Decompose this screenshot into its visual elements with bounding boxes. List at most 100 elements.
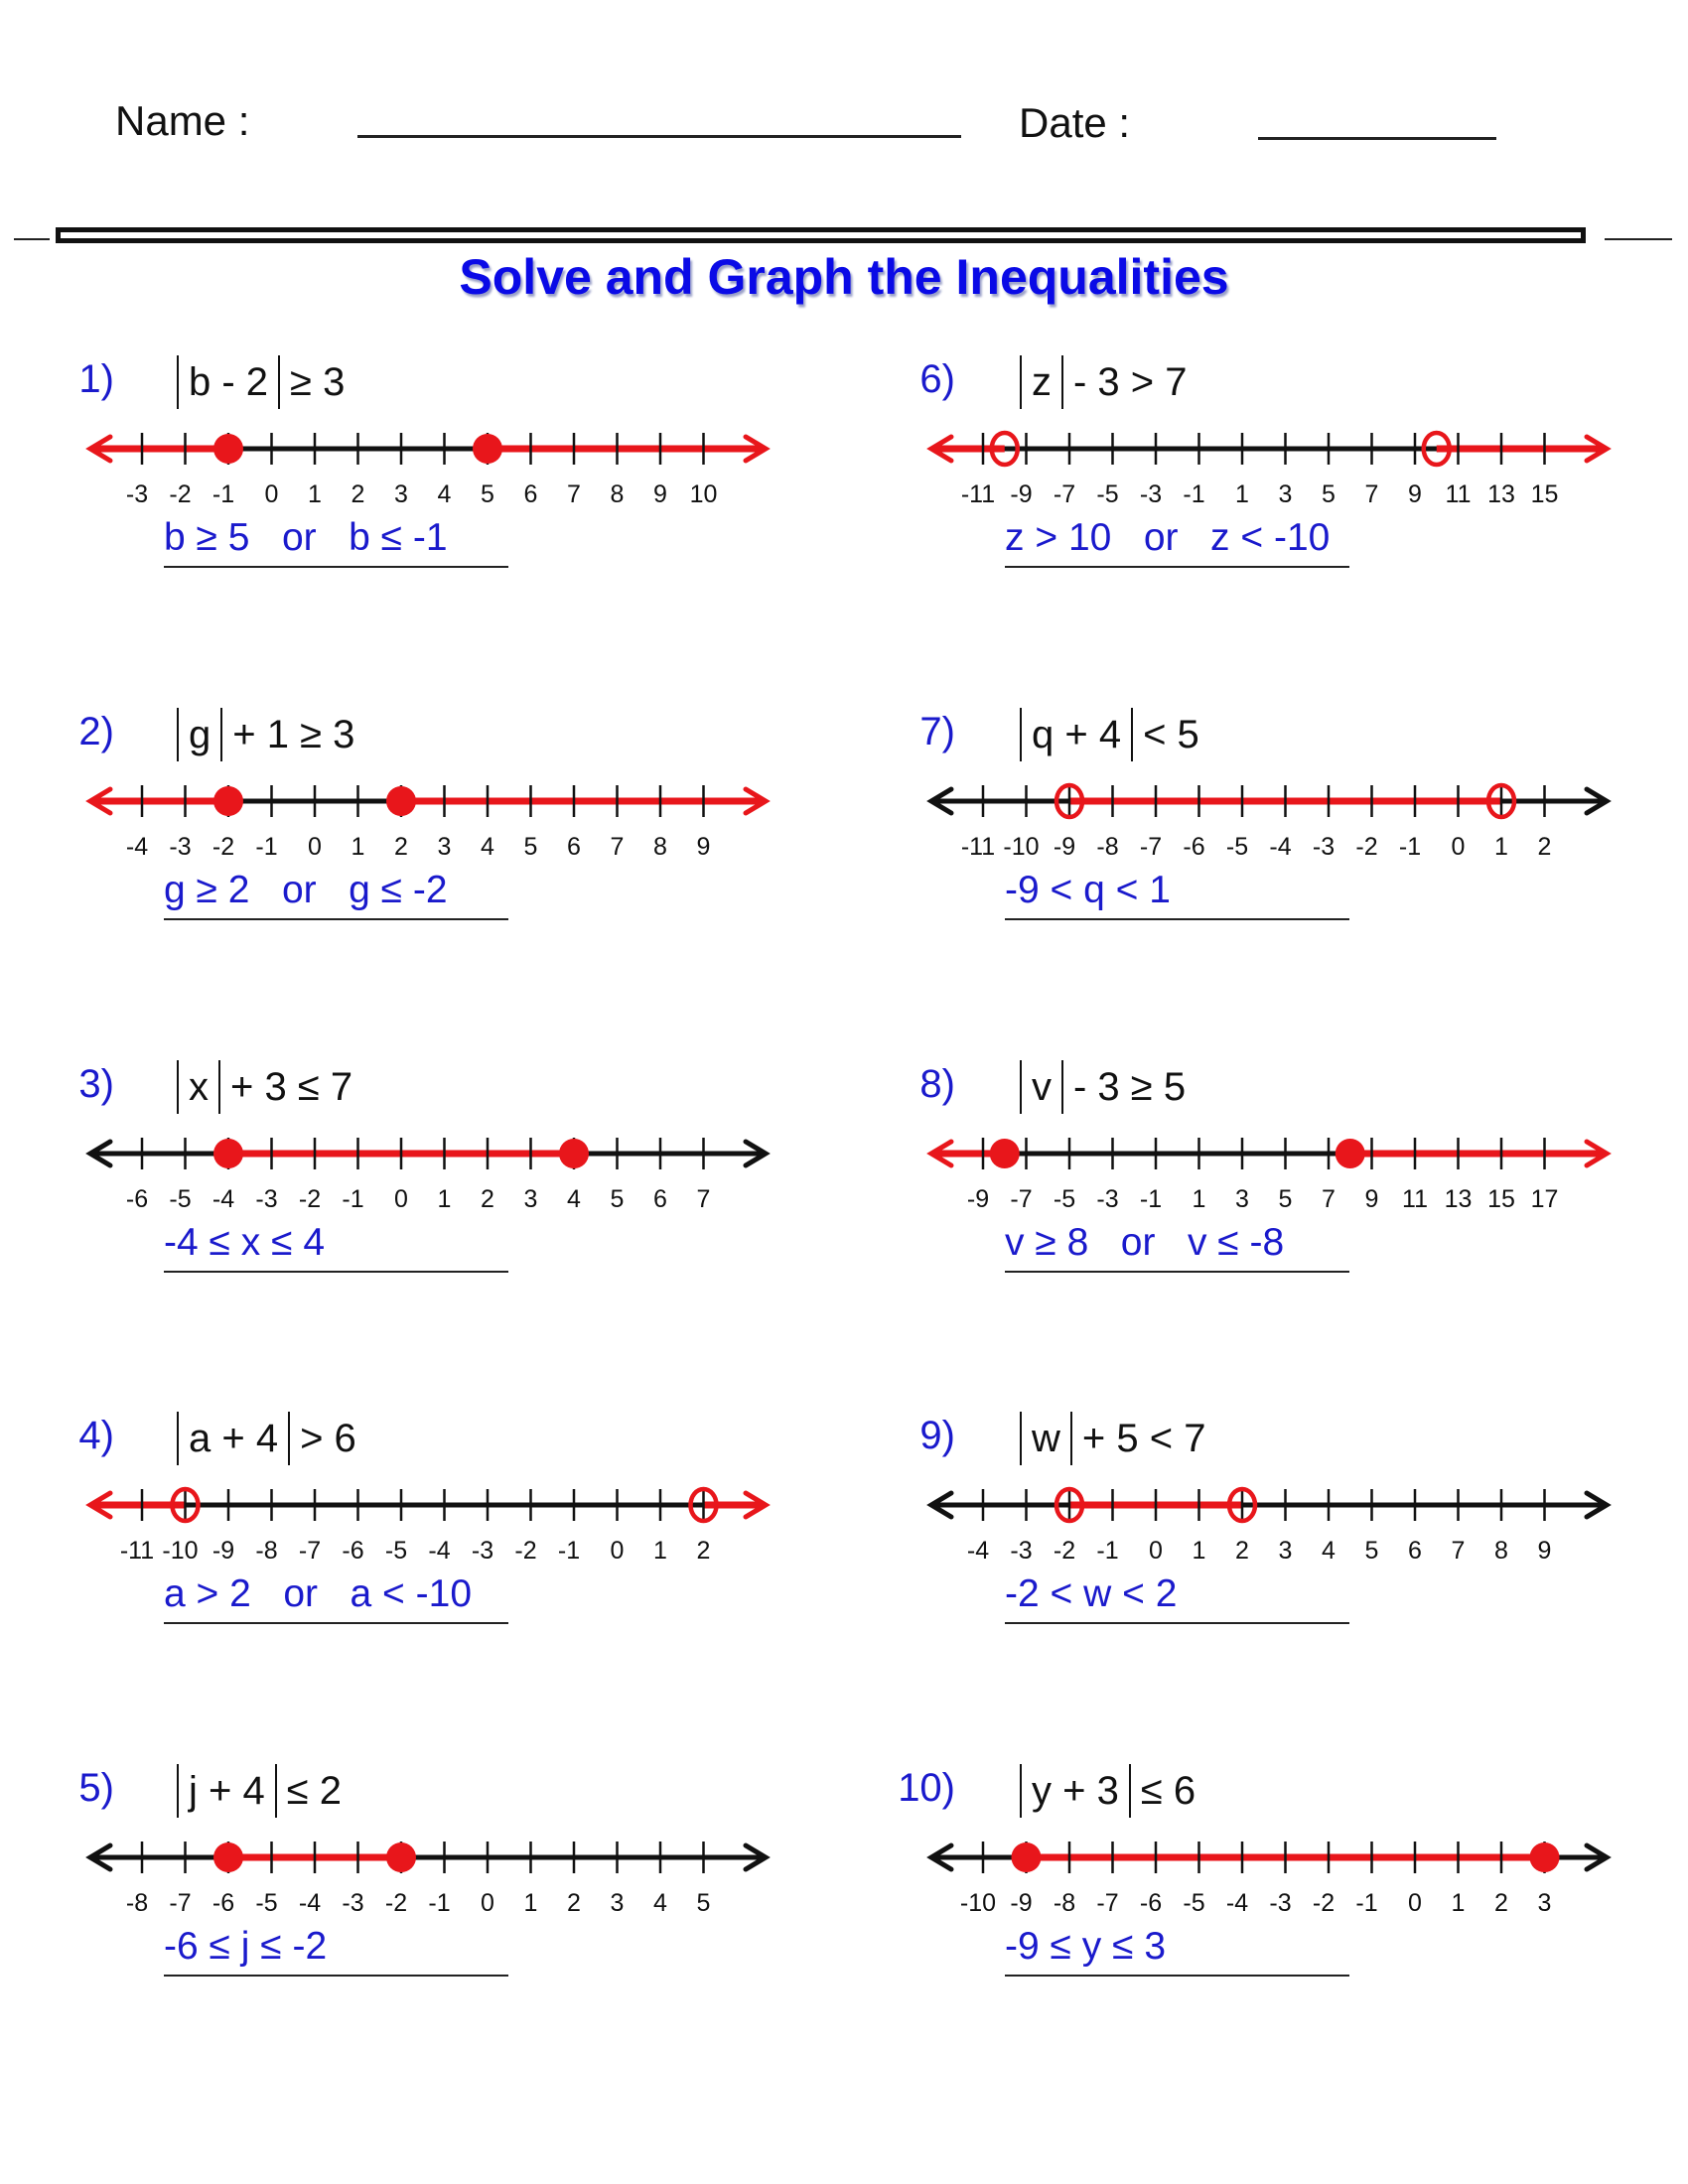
tick-label: 1 bbox=[1235, 480, 1249, 508]
answer-line[interactable] bbox=[164, 566, 508, 568]
tick-label: -8 bbox=[1054, 1889, 1075, 1917]
arrow-left-icon bbox=[85, 1490, 113, 1520]
problem-equation: j + 4 ≤ 2 bbox=[167, 1764, 342, 1818]
tick-label: -5 bbox=[1096, 480, 1118, 508]
closed-point bbox=[213, 434, 243, 464]
tick-label: -3 bbox=[1010, 1537, 1032, 1565]
answer-line[interactable] bbox=[1005, 566, 1349, 568]
abs-inside: w bbox=[1032, 1416, 1060, 1460]
tick-label: 17 bbox=[1531, 1185, 1559, 1213]
tick-label: -1 bbox=[1183, 480, 1204, 508]
tick-label: 5 bbox=[1322, 480, 1336, 508]
answer-line[interactable] bbox=[164, 1271, 508, 1273]
arrow-right-icon bbox=[1584, 434, 1612, 464]
tick-label: 9 bbox=[653, 480, 667, 508]
answer-line[interactable] bbox=[164, 918, 508, 920]
tick-label: -9 bbox=[1054, 833, 1075, 861]
abs-inside: j + 4 bbox=[189, 1768, 265, 1813]
abs-inside: y + 3 bbox=[1032, 1768, 1119, 1813]
eq-rest: + 5 < 7 bbox=[1081, 1416, 1206, 1460]
problem-equation: v - 3 ≥ 5 bbox=[1010, 1060, 1186, 1114]
tick-label: 5 bbox=[611, 1185, 625, 1213]
problem-number: 5) bbox=[78, 1766, 114, 1810]
problem-6: 6) z - 3 > 7 -11 -9 -7 -5 -3 -1 1 3 5 7 9 11 13 15 z > 10… bbox=[919, 355, 1680, 685]
tick-label: -3 bbox=[126, 480, 148, 508]
eq-rest: - 3 > 7 bbox=[1073, 359, 1188, 404]
name-field-line[interactable] bbox=[357, 135, 961, 138]
tick-label: 0 bbox=[1408, 1889, 1422, 1917]
answer-line[interactable] bbox=[164, 1975, 508, 1977]
problem-number: 9) bbox=[919, 1414, 955, 1457]
tick-label: 1 bbox=[352, 833, 365, 861]
divider-left-stub bbox=[14, 238, 50, 240]
problem-number: 2) bbox=[78, 710, 114, 753]
tick-label: 4 bbox=[438, 480, 452, 508]
tick-label: 3 bbox=[438, 833, 452, 861]
tick-label: -7 bbox=[169, 1889, 191, 1917]
arrow-right-icon bbox=[743, 1139, 771, 1168]
tick-label: 1 bbox=[524, 1889, 538, 1917]
tick-label: 5 bbox=[697, 1889, 711, 1917]
number-line: -9 -7 -5 -3 -1 1 3 5 7 9 11 13 15 17 bbox=[926, 1138, 1612, 1213]
answer-line[interactable] bbox=[164, 1622, 508, 1624]
problem-8: 8) v - 3 ≥ 5 -9 -7 -5 -3 -1 1 3 5 7 9 11 13 15 17 v ≥ 8 o… bbox=[919, 1060, 1680, 1390]
abs-bar-left bbox=[177, 1764, 179, 1818]
tick-label: 7 bbox=[697, 1185, 711, 1213]
problem-4: 4) a + 4 > 6 -11 -10 -9 -8 -7 -6 -5 -4 -3 -2 -1 0 1 2 a >… bbox=[78, 1412, 839, 1741]
tick-label: 3 bbox=[611, 1889, 625, 1917]
tick-label: 3 bbox=[394, 480, 408, 508]
tick-label: -5 bbox=[169, 1185, 191, 1213]
abs-bar-right bbox=[274, 1764, 277, 1818]
closed-point bbox=[1529, 1843, 1560, 1872]
tick-label: -1 bbox=[212, 480, 234, 508]
tick-label: -7 bbox=[1054, 480, 1075, 508]
tick-label: -4 bbox=[212, 1185, 234, 1213]
problem-5: 5) j + 4 ≤ 2 -8 -7 -6 -5 -4 -3 -2 -1 0 1 2 3 4 5 -6 ≤ j ≤… bbox=[78, 1764, 839, 2094]
arrow-right-icon bbox=[743, 786, 771, 816]
abs-bar-right bbox=[288, 1412, 291, 1465]
tick-label: -5 bbox=[1226, 833, 1248, 861]
tick-label: -1 bbox=[255, 833, 277, 861]
tick-label: 2 bbox=[394, 833, 408, 861]
problem-number: 10) bbox=[898, 1766, 955, 1810]
tick-label: 9 bbox=[697, 833, 711, 861]
answer-line[interactable] bbox=[1005, 1975, 1349, 1977]
eq-rest: > 6 bbox=[300, 1416, 356, 1460]
closed-point bbox=[213, 1139, 243, 1168]
tick-label: -6 bbox=[342, 1537, 363, 1565]
tick-label: 11 bbox=[1446, 480, 1472, 508]
number-line: -11 -10 -9 -8 -7 -6 -5 -4 -3 -2 -1 0 1 2 bbox=[85, 1486, 771, 1565]
abs-bar-left bbox=[177, 1060, 179, 1114]
date-label: Date : bbox=[1019, 99, 1131, 146]
date-field-line[interactable] bbox=[1258, 137, 1496, 140]
tick-label: -3 bbox=[169, 833, 191, 861]
tick-label: -3 bbox=[1140, 480, 1162, 508]
tick-label: -3 bbox=[472, 1537, 493, 1565]
tick-label: -5 bbox=[1183, 1889, 1204, 1917]
tick-label: 13 bbox=[1487, 480, 1515, 508]
abs-bar-left bbox=[1020, 355, 1022, 409]
tick-label: -5 bbox=[1054, 1185, 1075, 1213]
answer-line[interactable] bbox=[1005, 1271, 1349, 1273]
tick-label: -3 bbox=[1096, 1185, 1118, 1213]
tick-label: -1 bbox=[1399, 833, 1421, 861]
number-line: -8 -7 -6 -5 -4 -3 -2 -1 0 1 2 3 4 5 bbox=[85, 1842, 771, 1917]
abs-bar-right bbox=[1131, 708, 1134, 761]
answer-line[interactable] bbox=[1005, 1622, 1349, 1624]
eq-rest: < 5 bbox=[1143, 712, 1199, 756]
answer-line[interactable] bbox=[1005, 918, 1349, 920]
closed-point bbox=[213, 1843, 243, 1872]
tick-label: 3 bbox=[1279, 480, 1293, 508]
abs-bar-right bbox=[218, 1060, 220, 1114]
tick-label: -8 bbox=[1096, 833, 1118, 861]
tick-label: -11 bbox=[961, 480, 995, 508]
tick-label: -10 bbox=[162, 1537, 198, 1565]
abs-inside: x bbox=[189, 1064, 209, 1109]
tick-label: 9 bbox=[1408, 480, 1422, 508]
abs-bar-right bbox=[1069, 1412, 1072, 1465]
worksheet-title: Solve and Graph the Inequalities bbox=[459, 249, 1229, 305]
abs-bar-left bbox=[177, 355, 179, 409]
tick-label: 0 bbox=[611, 1537, 625, 1565]
abs-inside: a + 4 bbox=[189, 1416, 279, 1460]
open-point bbox=[688, 1486, 719, 1524]
